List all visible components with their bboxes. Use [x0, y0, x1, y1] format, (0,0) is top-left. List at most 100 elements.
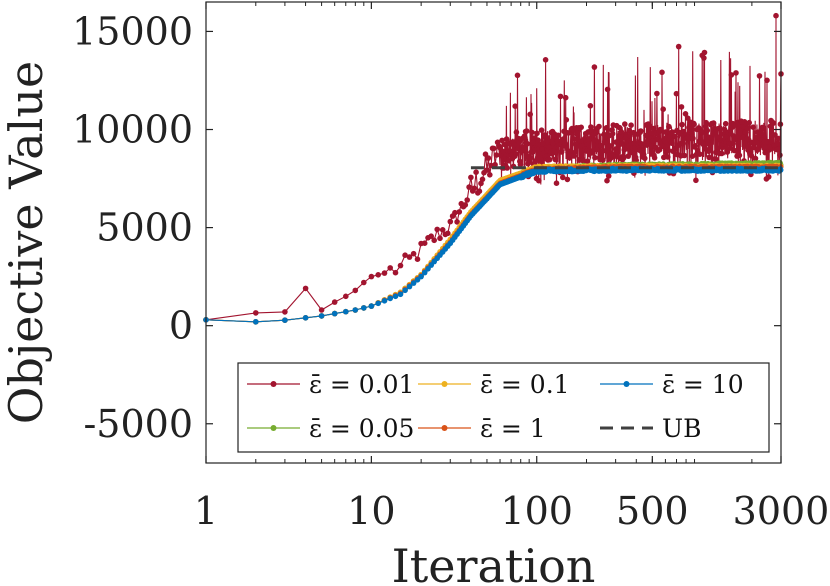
- data-point: [414, 277, 421, 283]
- data-point: [701, 55, 707, 61]
- data-point: [724, 149, 731, 155]
- data-point: [672, 133, 678, 140]
- x-axis-label: Iteration: [392, 539, 596, 586]
- data-point: [499, 137, 505, 144]
- data-point: [527, 111, 533, 118]
- data-point: [352, 287, 359, 294]
- legend-entry: ε̄ = 1: [418, 414, 546, 443]
- data-point: [764, 138, 771, 145]
- data-point: [462, 202, 469, 208]
- data-point: [331, 299, 338, 305]
- x-tick-label: 500: [616, 489, 689, 533]
- data-point: [546, 156, 553, 163]
- data-point: [456, 209, 463, 215]
- data-point: [680, 140, 686, 147]
- data-point: [558, 149, 565, 155]
- data-point: [471, 185, 478, 192]
- series-markers: [203, 165, 784, 325]
- data-point: [750, 124, 756, 130]
- data-point: [707, 145, 713, 151]
- data-point: [421, 240, 428, 246]
- data-point: [361, 279, 367, 286]
- data-point: [691, 121, 697, 128]
- data-point: [605, 173, 612, 179]
- y-axis-label: Objective Value: [0, 61, 53, 424]
- data-point: [414, 256, 421, 263]
- data-point: [620, 155, 627, 161]
- data-point: [431, 237, 438, 244]
- data-point: [527, 155, 534, 161]
- data-point: [387, 265, 394, 271]
- data-point: [343, 293, 349, 300]
- data-point: [607, 143, 614, 149]
- data-point: [513, 129, 520, 135]
- legend-entry: ε̄ = 10: [600, 370, 744, 399]
- data-point: [586, 136, 592, 142]
- data-point: [650, 138, 656, 144]
- data-point: [649, 130, 656, 136]
- data-point: [613, 139, 619, 145]
- data-point: [733, 148, 740, 154]
- data-point: [764, 77, 770, 84]
- data-point: [669, 129, 676, 135]
- data-point: [536, 177, 542, 184]
- data-point: [410, 280, 417, 286]
- data-point: [447, 218, 454, 225]
- data-point: [491, 145, 497, 152]
- data-point: [710, 120, 717, 126]
- data-point: [597, 142, 604, 149]
- data-point: [539, 146, 545, 152]
- data-point: [361, 305, 367, 311]
- data-point: [418, 273, 424, 280]
- data-point: [381, 270, 388, 276]
- data-point: [654, 90, 660, 97]
- data-point: [660, 106, 666, 112]
- x-tick-label: 100: [500, 489, 573, 533]
- data-point: [744, 125, 751, 132]
- data-point: [253, 310, 259, 316]
- data-point: [473, 169, 479, 175]
- legend-label: ε̄ = 0.05: [309, 414, 414, 443]
- data-point: [622, 121, 628, 127]
- data-point: [682, 111, 689, 117]
- data-point: [628, 140, 635, 147]
- data-point: [368, 273, 375, 280]
- data-point: [503, 136, 510, 142]
- data-point: [736, 152, 743, 159]
- data-point: [402, 252, 408, 258]
- data-point: [564, 176, 571, 183]
- data-point: [706, 154, 712, 161]
- data-point: [714, 134, 720, 140]
- data-point: [552, 149, 558, 156]
- legend-label: ε̄ = 0.1: [480, 370, 570, 399]
- data-point: [434, 226, 441, 233]
- data-point: [524, 141, 531, 147]
- data-point: [669, 140, 675, 146]
- data-point: [774, 140, 781, 147]
- data-point: [591, 64, 598, 70]
- data-point: [454, 219, 460, 225]
- series-layer: [203, 12, 784, 325]
- data-point: [397, 262, 404, 269]
- data-point: [550, 140, 556, 147]
- data-point: [666, 123, 672, 130]
- data-point: [557, 93, 564, 100]
- data-point: [514, 72, 521, 79]
- x-tick-label: 3000: [733, 489, 830, 533]
- data-point: [428, 233, 435, 239]
- data-point: [755, 146, 762, 152]
- data-point: [523, 128, 530, 134]
- data-point: [770, 120, 777, 126]
- data-point: [659, 69, 665, 76]
- data-point: [752, 155, 759, 162]
- data-point: [692, 143, 699, 149]
- data-point: [546, 144, 552, 151]
- legend-entry: UB: [600, 414, 701, 443]
- series-eps-10: [203, 165, 784, 325]
- data-point: [650, 125, 657, 132]
- data-point: [479, 176, 486, 183]
- data-point: [282, 317, 288, 324]
- data-point: [675, 43, 682, 50]
- data-point: [693, 177, 699, 184]
